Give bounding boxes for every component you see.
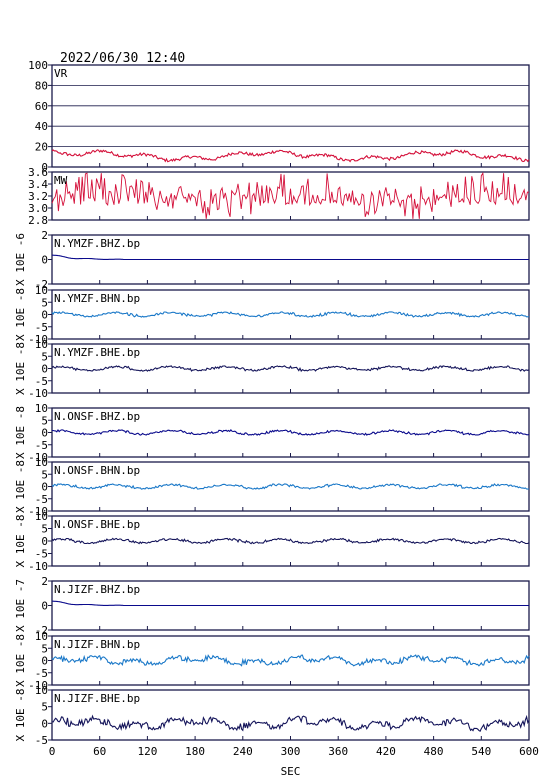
x-tick-label: 600	[519, 745, 539, 758]
y-tick-label-n-jizf-bhe-bp: 5	[41, 701, 48, 714]
y-tick-label-n-ymzf-bhn-bp: -5	[35, 321, 48, 334]
y-tick-label-n-onsf-bhz-bp: -10	[28, 451, 48, 464]
y-tick-label-vr: 0	[41, 161, 48, 174]
y-tick-label-n-onsf-bhn-bp: -5	[35, 493, 48, 506]
unit-label-n-jizf-bhn-bp: X 10E -8	[14, 634, 27, 687]
series-line-n-ymzf-bhz-bp	[52, 254, 529, 261]
unit-label-n-onsf-bhe-bp: X 10E -8	[14, 515, 27, 568]
panel-label-n-ymzf-bhz-bp: N.YMZF.BHZ.bp	[54, 237, 140, 250]
unit-label-n-ymzf-bhe-bp: X 10E -8	[14, 342, 27, 395]
y-tick-label-n-onsf-bhn-bp: -10	[28, 505, 48, 518]
x-tick-label: 240	[233, 745, 253, 758]
y-tick-label-vr: 80	[35, 79, 48, 92]
unit-label-n-jizf-bhe-bp: X 10E -8	[14, 689, 27, 742]
y-tick-label-n-onsf-bhe-bp: 0	[41, 535, 48, 548]
y-tick-label-n-ymzf-bhe-bp: 10	[35, 338, 48, 351]
x-tick-label: 120	[137, 745, 157, 758]
panel-label-mw: MW	[54, 174, 68, 187]
y-tick-label-n-onsf-bhz-bp: -5	[35, 439, 48, 452]
y-tick-label-mw: 3.4	[28, 178, 48, 191]
y-tick-label-vr: 20	[35, 141, 48, 154]
y-tick-label-n-jizf-bhe-bp: -5	[35, 734, 48, 747]
y-tick-label-n-ymzf-bhe-bp: 5	[41, 350, 48, 363]
x-tick-label: 420	[376, 745, 396, 758]
panel-label-n-ymzf-bhe-bp: N.YMZF.BHE.bp	[54, 346, 140, 359]
x-tick-label: 0	[49, 745, 56, 758]
x-tick-label: 60	[93, 745, 106, 758]
y-tick-label-mw: 3.0	[28, 202, 48, 215]
y-tick-label-n-onsf-bhn-bp: 10	[35, 456, 48, 469]
y-tick-label-mw: 3.6	[28, 166, 48, 179]
unit-label-n-onsf-bhz-bp: X 10E -8	[14, 406, 27, 459]
y-tick-label-n-jizf-bhz-bp: -2	[35, 624, 48, 637]
y-tick-label-n-jizf-bhn-bp: -10	[28, 679, 48, 692]
y-tick-label-n-onsf-bhz-bp: 0	[41, 427, 48, 440]
y-tick-label-n-jizf-bhn-bp: 0	[41, 655, 48, 668]
series-line-n-ymzf-bhn-bp	[51, 311, 530, 318]
y-tick-label-n-ymzf-bhn-bp: 10	[35, 284, 48, 297]
series-line-n-jizf-bhe-bp	[51, 714, 530, 732]
y-tick-label-n-onsf-bhz-bp: 10	[35, 402, 48, 415]
y-tick-label-n-ymzf-bhz-bp: -2	[35, 278, 48, 291]
x-tick-label: 540	[471, 745, 491, 758]
y-tick-label-mw: 2.8	[28, 214, 48, 227]
series-line-n-jizf-bhn-bp	[51, 654, 530, 667]
y-tick-label-n-jizf-bhe-bp: 10	[35, 684, 48, 697]
panel-label-n-jizf-bhz-bp: N.JIZF.BHZ.bp	[54, 583, 140, 596]
x-tick-label: 180	[185, 745, 205, 758]
x-tick-label: 480	[424, 745, 444, 758]
y-tick-label-n-ymzf-bhz-bp: 2	[41, 229, 48, 242]
series-line-n-onsf-bhe-bp	[51, 537, 530, 545]
y-tick-label-n-onsf-bhe-bp: 5	[41, 523, 48, 536]
y-tick-label-n-jizf-bhz-bp: 2	[41, 575, 48, 588]
y-tick-label-n-onsf-bhe-bp: 10	[35, 510, 48, 523]
y-tick-label-n-onsf-bhn-bp: 0	[41, 481, 48, 494]
y-tick-label-n-jizf-bhn-bp: -5	[35, 667, 48, 680]
panel-label-n-jizf-bhn-bp: N.JIZF.BHN.bp	[54, 638, 140, 651]
panel-frame-mw	[51, 171, 530, 221]
unit-label-n-ymzf-bhn-bp: X 10E -8	[14, 288, 27, 341]
y-tick-label-vr: 100	[28, 59, 48, 72]
x-tick-label: 360	[328, 745, 348, 758]
series-line-n-ymzf-bhe-bp	[51, 365, 530, 373]
y-tick-label-n-jizf-bhz-bp: 0	[41, 600, 48, 613]
unit-label-n-ymzf-bhz-bp: X 10E -6	[14, 233, 27, 286]
y-tick-label-n-jizf-bhn-bp: 5	[41, 642, 48, 655]
x-tick-label: 300	[281, 745, 301, 758]
series-line-n-jizf-bhz-bp	[52, 600, 529, 607]
panel-label-n-onsf-bhe-bp: N.ONSF.BHE.bp	[54, 518, 140, 531]
panel-label-n-onsf-bhn-bp: N.ONSF.BHN.bp	[54, 464, 140, 477]
series-line-mw	[51, 171, 530, 219]
y-tick-label-n-ymzf-bhn-bp: 5	[41, 296, 48, 309]
y-tick-label-n-ymzf-bhe-bp: -10	[28, 387, 48, 400]
y-tick-label-n-jizf-bhe-bp: 0	[41, 717, 48, 730]
panel-label-n-onsf-bhz-bp: N.ONSF.BHZ.bp	[54, 410, 140, 423]
y-tick-label-n-onsf-bhe-bp: -5	[35, 548, 48, 561]
unit-label-n-onsf-bhn-bp: X 10E -8	[14, 460, 27, 513]
x-axis-label: SEC	[281, 765, 301, 778]
panel-label-n-ymzf-bhn-bp: N.YMZF.BHN.bp	[54, 292, 140, 305]
y-tick-label-n-ymzf-bhn-bp: 0	[41, 309, 48, 322]
unit-label-n-jizf-bhz-bp: X 10E -7	[14, 579, 27, 632]
y-tick-label-n-jizf-bhn-bp: 10	[35, 630, 48, 643]
series-line-n-onsf-bhz-bp	[52, 429, 530, 436]
panel-label-n-jizf-bhe-bp: N.JIZF.BHE.bp	[54, 692, 140, 705]
y-tick-label-n-onsf-bhe-bp: -10	[28, 560, 48, 573]
y-tick-label-mw: 3.2	[28, 190, 48, 203]
series-line-n-onsf-bhn-bp	[51, 483, 530, 490]
y-tick-label-n-ymzf-bhz-bp: 0	[41, 254, 48, 267]
y-tick-label-vr: 60	[35, 100, 48, 113]
y-tick-label-n-onsf-bhn-bp: 5	[41, 468, 48, 481]
y-tick-label-n-ymzf-bhe-bp: -5	[35, 375, 48, 388]
y-tick-label-n-ymzf-bhe-bp: 0	[41, 363, 48, 376]
series-line-vr	[51, 149, 530, 163]
y-tick-label-n-onsf-bhz-bp: 5	[41, 414, 48, 427]
y-tick-label-n-ymzf-bhn-bp: -10	[28, 333, 48, 346]
y-tick-label-vr: 40	[35, 120, 48, 133]
panel-label-vr: VR	[54, 67, 68, 80]
timestamp-title: 2022/06/30 12:40	[60, 51, 185, 66]
